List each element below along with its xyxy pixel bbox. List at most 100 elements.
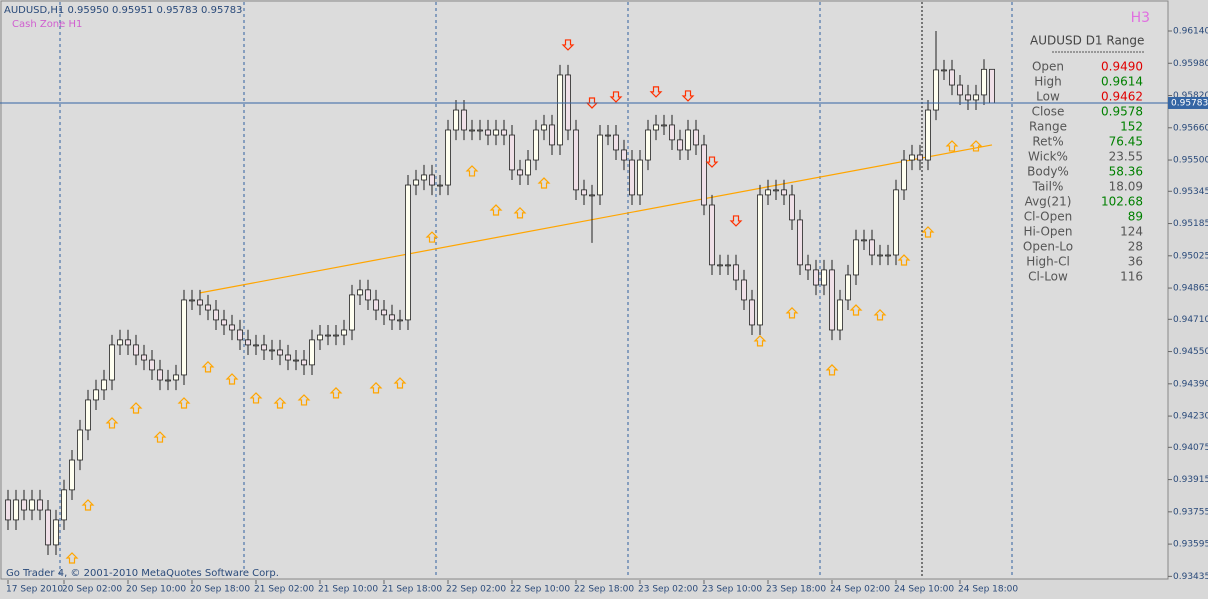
candle-body — [277, 349, 283, 356]
candle-body — [669, 124, 675, 141]
candle-body — [53, 519, 59, 546]
up-arrow — [65, 552, 79, 564]
candle-body — [821, 269, 827, 286]
candle-body — [885, 254, 891, 257]
up-arrow — [425, 231, 439, 243]
candle-body — [461, 109, 467, 131]
candle-body — [845, 274, 851, 301]
candle-body — [741, 279, 747, 301]
panel-value: 152 — [1120, 120, 1143, 134]
candle-body — [805, 264, 811, 271]
x-tick-label: 24 Sep 18:00 — [958, 585, 1018, 595]
up-arrow — [369, 382, 383, 394]
candle-body — [973, 94, 979, 101]
y-tick-label: 0.94075 — [1173, 443, 1208, 453]
up-arrow — [249, 392, 263, 404]
candle-body — [77, 429, 83, 461]
x-tick-label: 23 Sep 02:00 — [638, 585, 698, 595]
up-arrow — [921, 226, 935, 238]
candle-body — [533, 129, 539, 161]
candle-body — [933, 69, 939, 111]
x-tick-label: 20 Sep 10:00 — [126, 585, 186, 595]
candle-body — [245, 339, 251, 346]
panel-value: 0.9462 — [1101, 90, 1143, 104]
candle-body — [989, 68, 995, 104]
panel-label: Tail% — [1032, 180, 1064, 194]
y-tick-label: 0.95500 — [1173, 156, 1208, 166]
candle-body — [173, 374, 179, 381]
down-arrow — [561, 39, 575, 51]
candle-body — [685, 129, 691, 151]
candle-body — [37, 499, 43, 511]
y-tick-label: 0.95980 — [1173, 59, 1208, 69]
up-arrow — [129, 402, 143, 414]
up-arrow — [81, 499, 95, 511]
x-tick-label: 17 Sep 2010 — [6, 585, 63, 595]
candle-body — [725, 264, 731, 267]
candle-body — [549, 124, 555, 146]
candle-body — [613, 134, 619, 151]
panel-value: 124 — [1120, 225, 1143, 239]
x-tick-label: 23 Sep 18:00 — [766, 585, 826, 595]
candle-body — [261, 344, 267, 351]
candle-body — [365, 289, 371, 301]
candle-body — [837, 299, 843, 331]
candle-body — [525, 159, 531, 176]
candle-body — [813, 269, 819, 286]
panel-value: 36 — [1128, 255, 1143, 269]
x-tick-label: 21 Sep 02:00 — [254, 585, 314, 595]
candle-body — [589, 194, 595, 197]
marks — [5, 31, 995, 564]
candle-body — [213, 309, 219, 321]
up-arrow — [273, 397, 287, 409]
up-arrow — [537, 177, 551, 189]
up-arrow — [105, 417, 119, 429]
candle-body — [117, 339, 123, 346]
candle-body — [789, 194, 795, 221]
up-arrow — [945, 140, 959, 152]
candle-body — [621, 149, 627, 161]
candle-body — [797, 219, 803, 266]
candle-body — [413, 179, 419, 186]
candle-body — [133, 344, 139, 356]
candle-body — [957, 84, 963, 96]
up-arrow — [297, 394, 311, 406]
up-arrow — [201, 361, 215, 373]
candle-body — [597, 134, 603, 196]
chart-title: AUDUSD,H1 0.95950 0.95951 0.95783 0.9578… — [4, 5, 242, 16]
candle-body — [645, 129, 651, 161]
candle-body — [317, 334, 323, 341]
panel-label: Body% — [1027, 165, 1069, 179]
candle-body — [445, 129, 451, 186]
y-tick-label: 0.96140 — [1173, 27, 1208, 37]
candle-body — [85, 399, 91, 431]
candle-body — [381, 309, 387, 316]
candle-body — [517, 169, 523, 176]
x-tick-label: 24 Sep 10:00 — [894, 585, 954, 595]
panel-value: 116 — [1120, 270, 1143, 284]
candle-body — [429, 174, 435, 186]
panel-label: Cl-Low — [1028, 270, 1068, 284]
candle-body — [61, 489, 67, 521]
candle-body — [917, 154, 923, 161]
y-tick-label: 0.95820 — [1173, 91, 1208, 101]
up-arrow — [897, 254, 911, 266]
panel-value: 0.9614 — [1101, 75, 1143, 89]
candle-body — [21, 499, 27, 511]
panel-label: Low — [1036, 90, 1060, 104]
up-arrow — [329, 387, 343, 399]
x-tick-label: 20 Sep 02:00 — [62, 585, 122, 595]
candle-body — [565, 74, 571, 131]
candle-body — [717, 264, 723, 267]
up-arrow — [177, 397, 191, 409]
candle-body — [877, 254, 883, 257]
panel-title: AUDUSD D1 Range — [1030, 34, 1144, 48]
panel-value: 58.36 — [1109, 165, 1143, 179]
up-arrow — [393, 377, 407, 389]
candle-body — [253, 344, 259, 347]
panel-value: 102.68 — [1101, 195, 1143, 209]
candle-body — [853, 239, 859, 276]
candle-body — [765, 189, 771, 196]
candle-body — [493, 129, 499, 136]
